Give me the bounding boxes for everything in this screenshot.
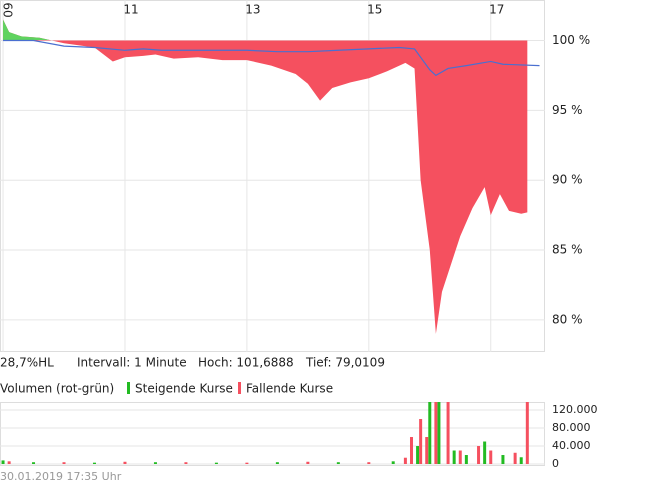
volume-bar: [245, 462, 249, 465]
volume-bar: [483, 441, 487, 465]
y-tick-label: 0: [552, 457, 559, 470]
volume-bar: [153, 462, 157, 465]
y-tick-label: 95 %: [552, 103, 583, 117]
volume-bar: [306, 461, 310, 465]
volume-bar: [434, 402, 438, 465]
volume-bar: [428, 402, 432, 465]
volume-bar: [409, 437, 413, 465]
volume-bar: [452, 450, 456, 465]
volume-bar: [477, 446, 481, 465]
legend-swatch: [127, 382, 130, 394]
y-tick-label: 80.000: [552, 421, 591, 434]
volume-bar: [437, 402, 441, 465]
x-tick-label: 15: [367, 3, 382, 17]
volume-bar: [92, 462, 96, 465]
volume-bar: [123, 461, 127, 465]
y-tick-label: 120.000: [552, 403, 598, 416]
volume-bar: [489, 450, 493, 465]
legend-swatch: [238, 382, 241, 394]
info-text: Tief: 79,0109: [305, 356, 385, 370]
info-text: Hoch: 101,6888: [198, 356, 294, 370]
volume-bar: [391, 461, 395, 465]
legend-label: Steigende Kurse: [135, 382, 233, 396]
volume-bar: [403, 457, 407, 465]
price-layer: [3, 19, 540, 334]
footer-date: 30.01.2019 17:35 Uhr: [0, 470, 122, 483]
info-text: 28,7%HL: [0, 356, 54, 370]
volume-bar: [458, 450, 462, 465]
volume-bar: [214, 462, 218, 465]
volume-bar: [1, 460, 5, 465]
volume-layer: [1, 402, 529, 465]
index-line: [3, 39, 540, 77]
price-area-down: [3, 19, 528, 334]
volume-bar: [519, 457, 523, 465]
volume-bar: [416, 446, 420, 465]
volume-title: Volumen (rot-grün): [0, 382, 114, 396]
info-text: Intervall: 1 Minute: [77, 356, 187, 370]
volume-bar: [62, 462, 66, 465]
volume-bar: [446, 402, 450, 465]
volume-bar: [7, 461, 11, 465]
plot-frame: [0, 0, 545, 352]
volume-bar: [501, 455, 505, 465]
volume-bar: [336, 462, 340, 465]
volume-bar: [32, 462, 36, 465]
volume-bar: [425, 437, 429, 465]
volume-bar: [513, 452, 517, 465]
volume-bar: [525, 402, 529, 465]
y-tick-label: 80 %: [552, 312, 583, 326]
volume-bar: [367, 462, 371, 465]
volume-frame: [0, 402, 545, 466]
y-tick-label: 40.000: [552, 439, 591, 452]
y-tick-label: 85 %: [552, 243, 583, 257]
legend-label: Fallende Kurse: [246, 382, 333, 396]
volume-bar: [184, 462, 188, 465]
up-clip: [3, 19, 50, 40]
volume-bar: [275, 462, 279, 465]
y-tick-label: 90 %: [552, 173, 583, 187]
y-tick-label: 100 %: [552, 33, 590, 47]
x-tick-label: 13: [245, 3, 260, 17]
x-tick-label: 11: [123, 3, 138, 17]
price-area-up: [3, 19, 50, 40]
volume-bar: [419, 419, 423, 465]
volume-bar: [464, 455, 468, 465]
x-tick-label: 17: [489, 3, 504, 17]
x-tick-label: 09: [2, 2, 16, 17]
